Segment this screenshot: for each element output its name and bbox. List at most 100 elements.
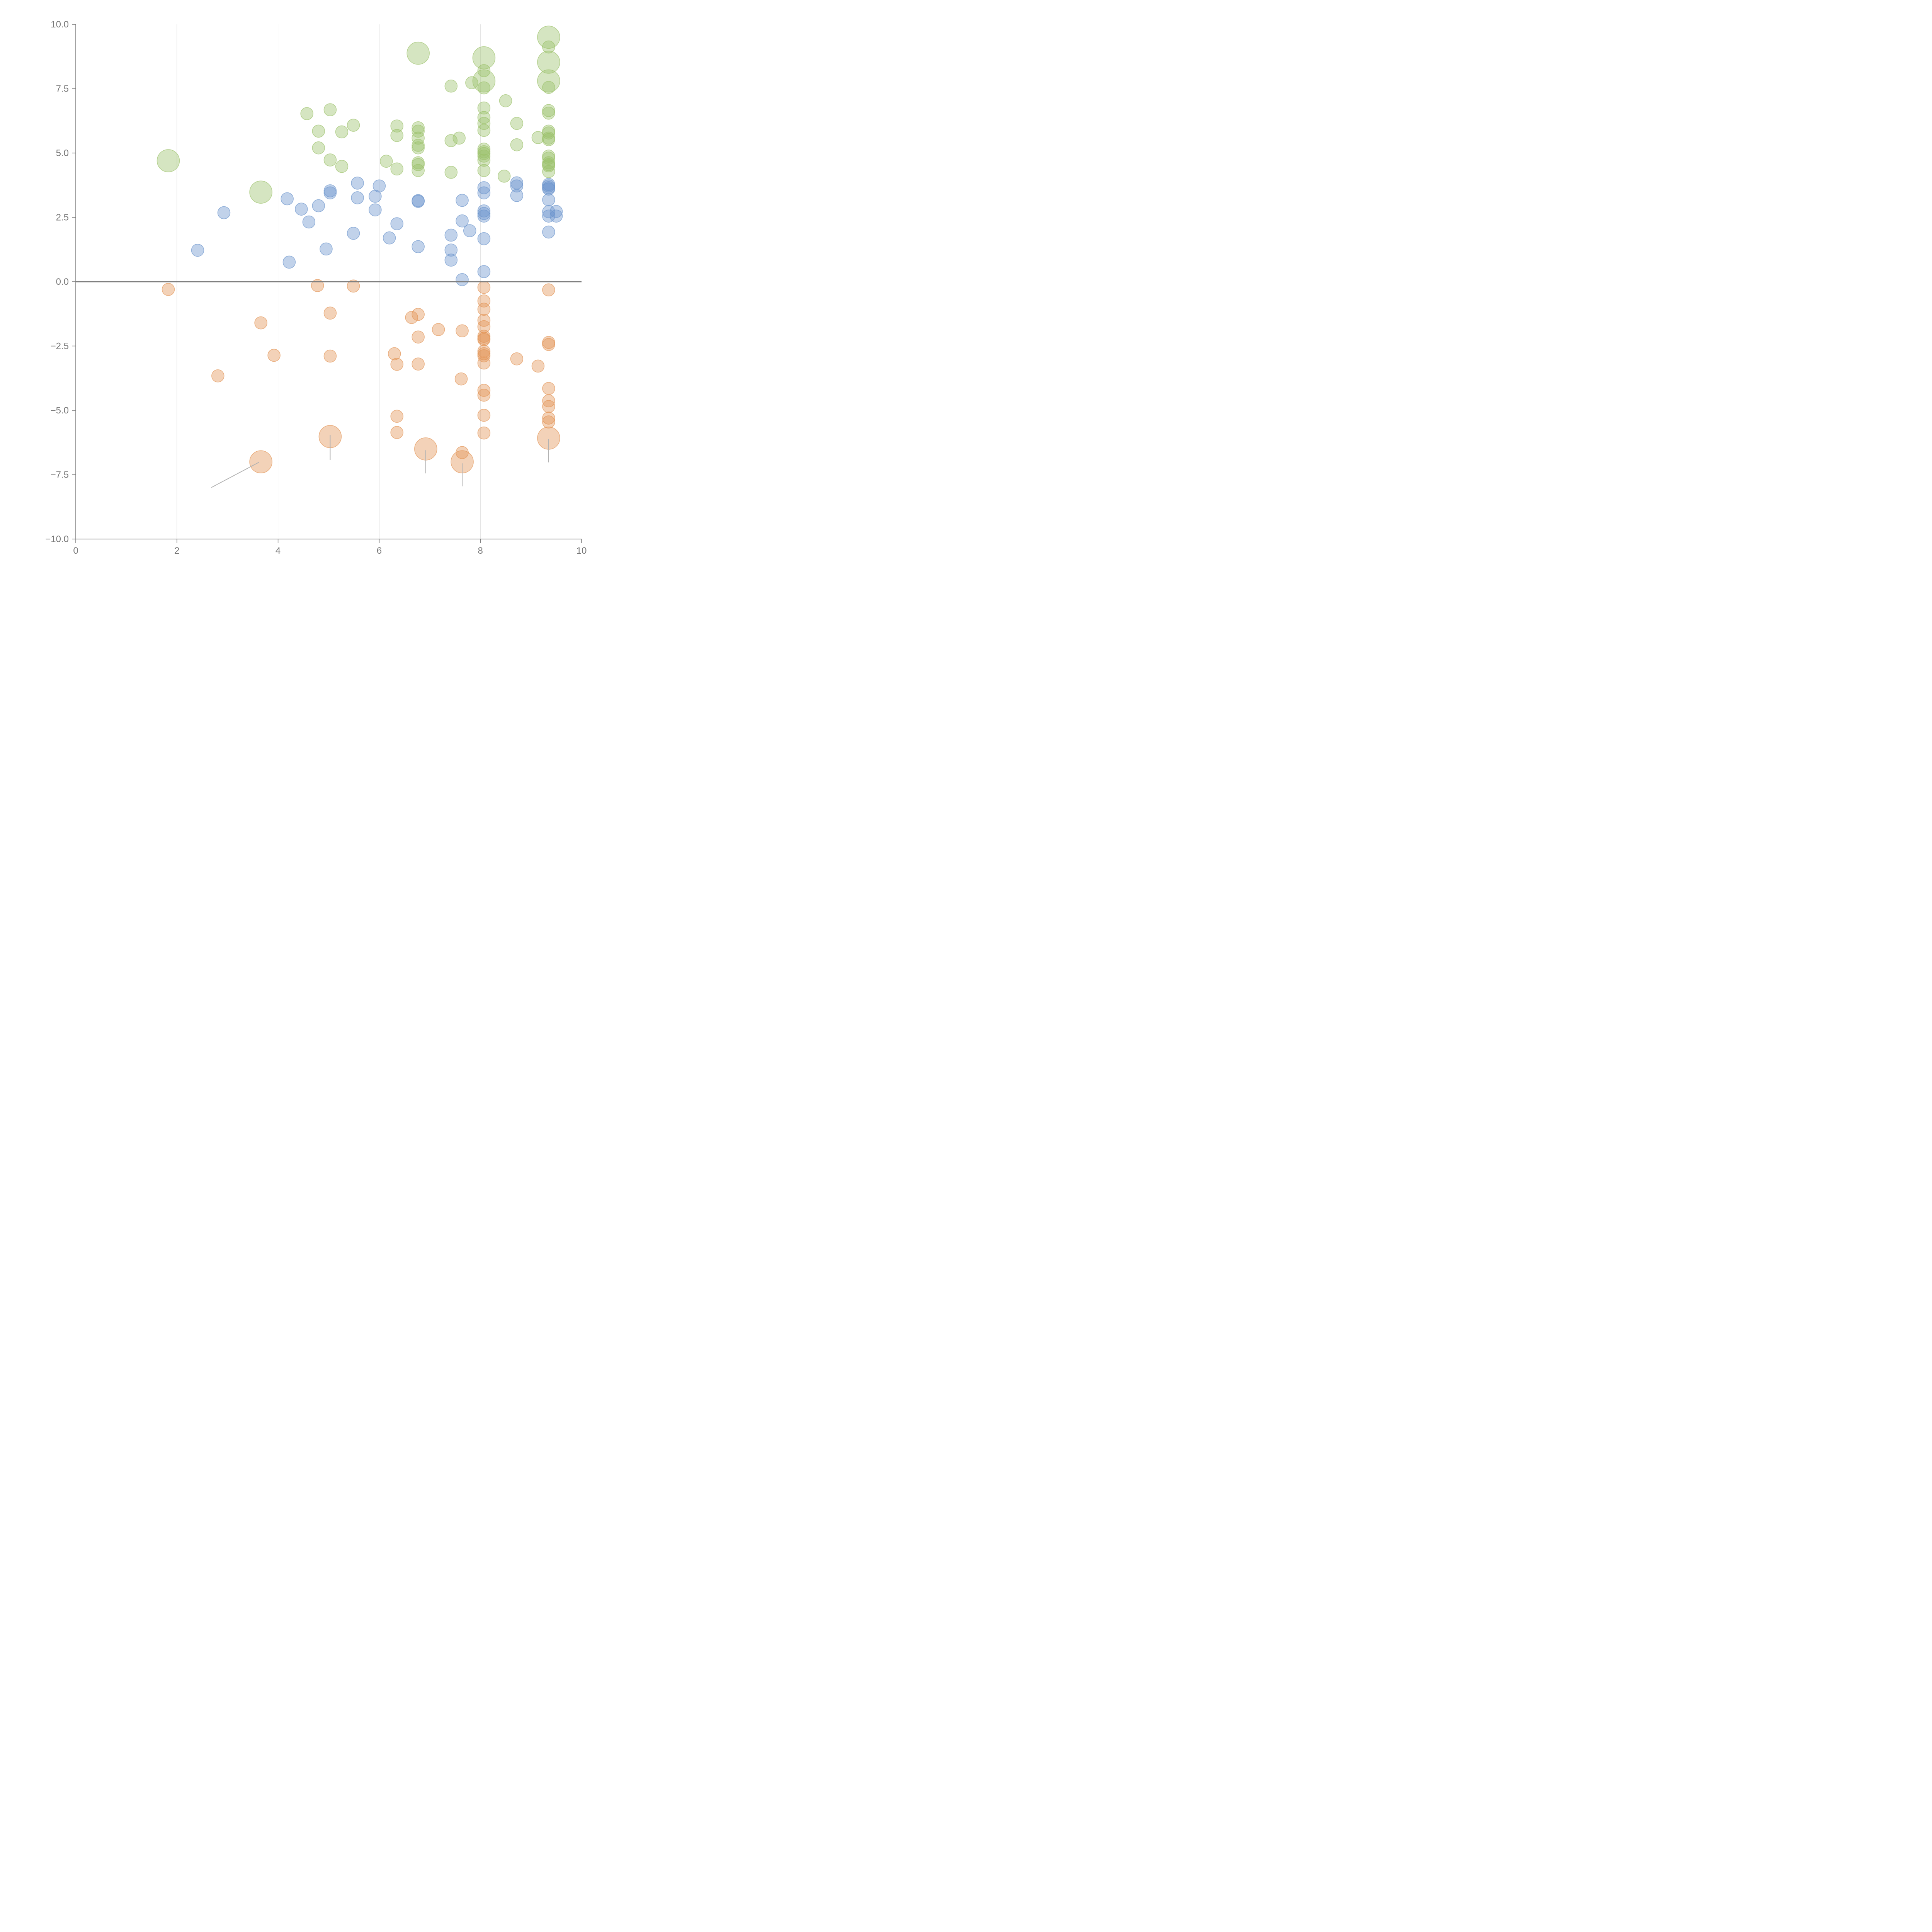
orange-bubble bbox=[311, 279, 324, 292]
orange-bubble bbox=[477, 356, 491, 370]
green-bubble bbox=[542, 81, 555, 94]
green-bubble bbox=[542, 165, 555, 178]
series-layer bbox=[156, 26, 563, 473]
blue-bubble bbox=[542, 225, 555, 239]
orange-bubble bbox=[456, 324, 469, 337]
orange-bubble bbox=[477, 320, 491, 333]
green-bubble bbox=[390, 162, 403, 176]
orange-bubble bbox=[390, 358, 403, 371]
green-bubble bbox=[472, 46, 496, 70]
blue-bubble bbox=[320, 242, 333, 256]
blue-bubble bbox=[542, 205, 555, 218]
blue-bubble bbox=[369, 190, 382, 203]
green-bubble bbox=[390, 129, 403, 142]
annotation-leader-line bbox=[211, 462, 259, 488]
orange-bubble bbox=[477, 349, 491, 362]
blue-bubble bbox=[477, 232, 491, 245]
orange-bubble bbox=[542, 283, 555, 297]
blue-bubble bbox=[312, 199, 325, 213]
orange-bubble bbox=[390, 426, 403, 439]
x-tick-label: 4 bbox=[276, 546, 281, 556]
green-bubble bbox=[477, 101, 491, 115]
orange-bubble bbox=[412, 357, 425, 371]
blue-bubble bbox=[191, 243, 204, 257]
blue-bubble bbox=[549, 209, 563, 223]
green-bubble bbox=[472, 69, 496, 93]
green-bubble bbox=[444, 80, 458, 93]
leader-layer bbox=[211, 435, 549, 488]
bubble-chart: 10.0 7.5 5.0 2.5 0.0 −2.5 −5.0 −7.5 −10.0 0 2 4 6 8 10 bbox=[45, 19, 587, 556]
blue-bubble bbox=[549, 205, 563, 218]
orange-bubble bbox=[347, 279, 360, 293]
green-bubble bbox=[412, 124, 425, 138]
orange-bubble bbox=[542, 412, 555, 425]
blue-bubble bbox=[351, 191, 364, 204]
y-tick-label: −10.0 bbox=[45, 534, 69, 544]
green-bubble bbox=[412, 131, 425, 145]
orange-bubble bbox=[477, 384, 491, 397]
blue-bubble bbox=[456, 214, 469, 228]
blue-bubble bbox=[390, 217, 403, 230]
blue-bubble bbox=[217, 206, 231, 219]
blue-bubble bbox=[444, 243, 458, 257]
blue-bubble bbox=[510, 189, 524, 202]
orange-bubble bbox=[531, 359, 545, 373]
green-bubble bbox=[542, 126, 555, 139]
green-bubble bbox=[347, 119, 360, 132]
orange-bubble bbox=[249, 450, 272, 473]
blue-bubble bbox=[347, 227, 360, 240]
blue-bubble bbox=[542, 209, 555, 223]
orange-bubble bbox=[477, 408, 491, 422]
green-bubble bbox=[542, 107, 555, 120]
y-tick-label: 7.5 bbox=[56, 84, 69, 94]
x-tick-label: 0 bbox=[73, 546, 78, 556]
green-bubble bbox=[335, 160, 349, 173]
x-tick-label: 2 bbox=[174, 546, 179, 556]
blue-bubble bbox=[282, 255, 296, 269]
green-bubble bbox=[444, 134, 458, 147]
orange-bubble bbox=[477, 388, 491, 402]
green-bubble bbox=[497, 170, 511, 183]
green-bubble bbox=[499, 94, 512, 107]
green-bubble bbox=[477, 150, 491, 163]
blue-bubble bbox=[302, 215, 316, 229]
orange-bubble bbox=[388, 347, 401, 361]
orange-bubble bbox=[477, 333, 491, 346]
orange-bubble bbox=[542, 382, 555, 395]
green-bubble bbox=[510, 138, 524, 151]
green-bubble bbox=[542, 40, 555, 54]
blue-bubble bbox=[477, 186, 491, 199]
orange-bubble bbox=[211, 369, 224, 383]
green-bubble bbox=[477, 117, 491, 130]
orange-bubble bbox=[267, 349, 281, 362]
green-bubble bbox=[323, 153, 337, 167]
blue-bubble bbox=[412, 240, 425, 253]
y-tick-label: 5.0 bbox=[56, 148, 69, 158]
blue-bubble bbox=[477, 265, 491, 278]
green-bubble bbox=[412, 121, 425, 134]
orange-bubble bbox=[405, 311, 418, 324]
orange-bubble bbox=[162, 283, 175, 296]
blue-bubble bbox=[369, 203, 382, 216]
orange-bubble bbox=[477, 303, 491, 316]
green-bubble bbox=[249, 180, 272, 204]
blue-bubble bbox=[477, 181, 491, 194]
orange-bubble bbox=[542, 400, 555, 413]
green-bubble bbox=[412, 164, 425, 177]
orange-bubble bbox=[456, 446, 469, 459]
x-tick-label: 6 bbox=[377, 546, 382, 556]
green-bubble bbox=[312, 124, 325, 138]
blue-bubble bbox=[281, 192, 294, 206]
orange-bubble bbox=[542, 338, 555, 351]
green-bubble bbox=[156, 149, 180, 172]
y-tick-label: 10.0 bbox=[51, 19, 69, 30]
orange-bubble bbox=[432, 323, 445, 336]
orange-bubble bbox=[477, 281, 491, 294]
orange-bubble bbox=[477, 426, 491, 440]
green-bubble bbox=[300, 107, 313, 120]
blue-bubble bbox=[542, 193, 555, 206]
green-bubble bbox=[542, 133, 555, 146]
y-tick-label: 0.0 bbox=[56, 277, 69, 287]
orange-bubble bbox=[323, 306, 337, 320]
green-bubble bbox=[542, 159, 555, 173]
